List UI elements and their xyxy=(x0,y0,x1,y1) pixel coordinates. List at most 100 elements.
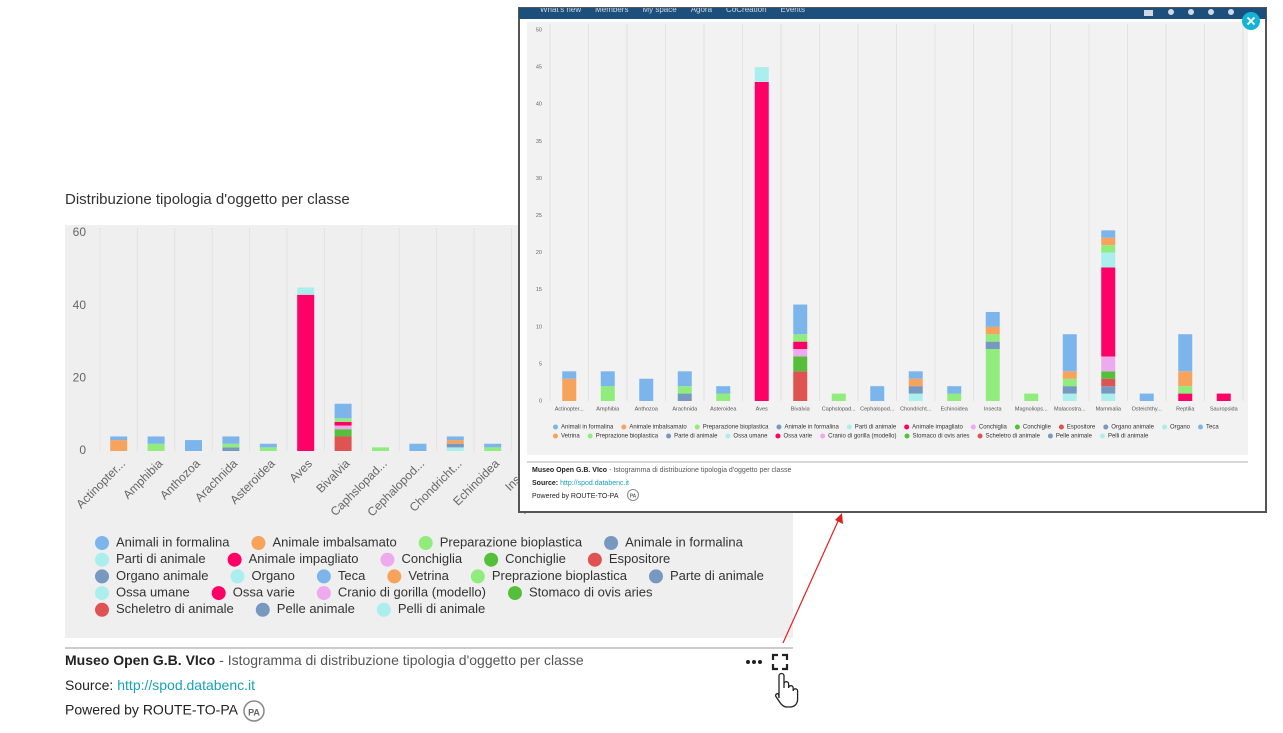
bar-segment xyxy=(1101,267,1116,357)
bar-segment xyxy=(147,443,165,451)
legend-label[interactable]: Animale impagliato xyxy=(912,425,963,431)
legend-label[interactable]: Animale impagliato xyxy=(249,551,359,566)
bar-segment xyxy=(484,447,502,451)
legend-label[interactable]: Organo animale xyxy=(116,568,209,583)
nav-item[interactable]: Events xyxy=(781,5,805,14)
legend-label[interactable]: Scheletro di animale xyxy=(116,601,234,616)
bar-segment xyxy=(259,443,277,448)
legend-label[interactable]: Conchiglie xyxy=(1023,425,1052,431)
legend-label[interactable]: Parti di animale xyxy=(855,425,897,431)
legend-marker xyxy=(507,586,522,601)
close-button[interactable] xyxy=(1242,12,1260,30)
legend-label[interactable]: Pelli di animale xyxy=(1108,434,1149,440)
legend-label[interactable]: Animale in formalina xyxy=(625,534,744,549)
legend-label[interactable]: Conchiglia xyxy=(401,551,462,566)
nav-items: What's new Members My space Agora CoCreation… xyxy=(540,5,805,14)
legend-label[interactable]: Teca xyxy=(338,568,366,583)
source-label: Source: xyxy=(532,480,558,487)
legend-label[interactable]: Organo xyxy=(1170,425,1191,431)
bar-segment xyxy=(446,436,464,441)
nav-icons xyxy=(1144,9,1234,16)
bar-segment xyxy=(562,378,577,401)
bar-segment xyxy=(870,386,885,401)
legend-label[interactable]: Preprazione bioplastica xyxy=(492,568,628,583)
legend-label[interactable]: Stomaco di ovis aries xyxy=(529,585,653,600)
legend-label[interactable]: Ossa varie xyxy=(783,434,812,440)
bar-segment xyxy=(484,443,502,448)
source-link[interactable]: http://spod.databenc.it xyxy=(560,480,629,487)
legend-label[interactable]: Preparazione bioplastica xyxy=(440,534,583,549)
bar-segment xyxy=(600,386,615,401)
legend-label[interactable]: Teca xyxy=(1206,425,1219,431)
nav-item[interactable]: CoCreation xyxy=(726,5,766,14)
nav-item[interactable]: Agora xyxy=(691,5,713,14)
bar-segment xyxy=(185,440,202,451)
legend-label[interactable]: Organo animale xyxy=(1111,425,1154,431)
bar-segment xyxy=(446,440,464,444)
bar-segment xyxy=(947,393,962,401)
bar-segment xyxy=(1062,371,1077,379)
x-tick-label: Sauropsida xyxy=(1210,406,1239,412)
badge xyxy=(243,700,265,722)
legend-label[interactable]: Ossa varie xyxy=(233,585,295,600)
legend-label[interactable]: Pelle animale xyxy=(1056,434,1093,440)
bar-segment xyxy=(947,386,962,394)
more-icon[interactable] xyxy=(746,660,762,664)
legend-label[interactable]: Organo xyxy=(252,568,295,583)
legend-marker xyxy=(587,433,593,439)
legend-label[interactable]: Vetrina xyxy=(561,434,580,440)
legend-marker xyxy=(95,569,109,584)
chart-plot: 0 5 10 15 20 25 30 35 40 45 50 Actinopter... Amphibi… xyxy=(536,24,1244,440)
bar-segment xyxy=(677,386,692,394)
legend-marker xyxy=(380,552,395,567)
bar-segment xyxy=(639,378,654,401)
legend-label[interactable]: Espositore xyxy=(609,551,670,566)
nav-item[interactable]: My space xyxy=(642,5,677,14)
legend-label[interactable]: Parte di animale xyxy=(670,568,764,583)
legend-label[interactable]: Animali in formalina xyxy=(561,425,614,431)
legend-label[interactable]: Conchiglia xyxy=(979,425,1008,431)
legend-label[interactable]: Cranio di gorilla (modello) xyxy=(338,585,486,600)
legend-label[interactable]: Ossa umane xyxy=(116,585,190,600)
legend-marker xyxy=(846,424,852,430)
bar-segment xyxy=(334,429,352,437)
bar-segment xyxy=(1101,245,1116,253)
bar-segment xyxy=(793,304,808,335)
legend-label[interactable]: Vetrina xyxy=(408,568,449,583)
legend-label[interactable]: Cranio di gorilla (modello) xyxy=(828,434,896,440)
legend-label[interactable]: Scheletro di animale xyxy=(986,434,1041,440)
legend-label[interactable]: Ossa umane xyxy=(733,434,768,440)
y-tick-label: 20 xyxy=(536,250,542,256)
nav-item[interactable]: What's new xyxy=(540,5,581,14)
legend-label[interactable]: Animale in formalina xyxy=(784,425,839,431)
nav-item[interactable]: Members xyxy=(595,5,628,14)
legend-label[interactable]: Animale imbalsamato xyxy=(272,534,396,549)
bar-segment xyxy=(985,334,1000,342)
legend-label[interactable]: Stomaco di ovis aries xyxy=(913,434,970,440)
legend-label[interactable]: Espositore xyxy=(1067,425,1096,431)
legend-marker xyxy=(776,424,782,430)
bar-segment xyxy=(222,443,240,448)
bar-segment xyxy=(908,378,923,387)
legend-label[interactable]: Preparazione bioplastica xyxy=(703,425,769,431)
bar-segment xyxy=(1101,230,1116,238)
legend-label[interactable]: Parte di animale xyxy=(674,434,718,440)
legend-label[interactable]: Preprazione bioplastica xyxy=(596,434,659,440)
bar-segment xyxy=(1062,334,1077,372)
legend-label[interactable]: Pelli di animale xyxy=(398,601,485,616)
legend-label[interactable]: Parti di animale xyxy=(116,551,206,566)
legend-marker xyxy=(95,602,109,617)
source-link[interactable]: http://spod.databenc.it xyxy=(117,677,255,693)
nav-clip: What's new Members My space Agora CoCreation… xyxy=(519,5,1266,19)
legend-label[interactable]: Animali in formalina xyxy=(116,534,230,549)
bar-segment xyxy=(677,393,692,401)
fullscreen-icon[interactable] xyxy=(771,653,789,671)
legend-marker xyxy=(387,569,402,584)
bar-segment xyxy=(677,371,692,387)
legend-label[interactable]: Conchiglie xyxy=(505,551,566,566)
x-tick-label: Insecta xyxy=(984,406,1003,412)
bar-segment xyxy=(562,371,577,379)
legend-label[interactable]: Pelle animale xyxy=(277,601,355,616)
legend-label[interactable]: Animale imbalsamato xyxy=(629,425,687,431)
